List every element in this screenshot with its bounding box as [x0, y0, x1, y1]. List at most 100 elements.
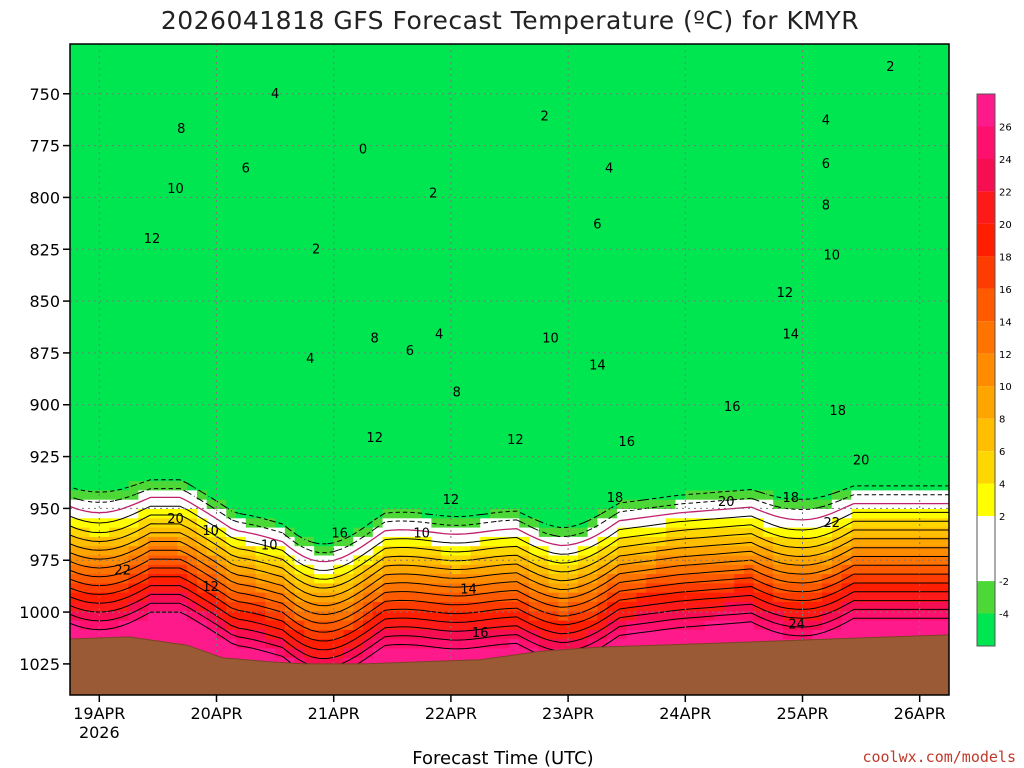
heatmap-cell	[275, 416, 286, 426]
heatmap-cell	[323, 611, 335, 622]
heatmap-cell	[470, 629, 481, 640]
heatmap-cell	[714, 620, 725, 631]
heatmap-cell	[499, 388, 511, 398]
heatmap-cell	[167, 230, 179, 240]
heatmap-cell	[656, 509, 667, 519]
heatmap-cell	[704, 388, 716, 398]
heatmap-cell	[353, 230, 364, 240]
heatmap-cell	[206, 174, 218, 185]
heatmap-cell	[548, 99, 559, 110]
heatmap-cell	[597, 267, 608, 278]
heatmap-cell	[411, 378, 423, 389]
heatmap-cell	[489, 416, 501, 426]
heatmap-cell	[421, 629, 432, 640]
heatmap-cell	[275, 471, 286, 482]
heatmap-cell	[157, 81, 169, 92]
heatmap-cell	[187, 518, 198, 529]
heatmap-cell	[382, 71, 393, 82]
heatmap-cell	[99, 416, 110, 426]
heatmap-cell	[382, 583, 393, 594]
heatmap-cell	[480, 583, 491, 594]
heatmap-cell	[206, 527, 218, 538]
heatmap-cell	[675, 90, 686, 101]
heatmap-cell	[402, 230, 413, 240]
heatmap-cell	[685, 285, 696, 296]
heatmap-cell	[743, 118, 755, 129]
heatmap-cell	[275, 62, 286, 73]
heatmap-cell	[489, 471, 501, 482]
heatmap-cell	[431, 564, 442, 575]
heatmap-cell	[226, 481, 237, 491]
heatmap-cell	[99, 443, 110, 454]
heatmap-cell	[99, 313, 110, 324]
heatmap-cell	[382, 536, 393, 547]
heatmap-cell	[206, 341, 218, 352]
heatmap-cell	[470, 192, 481, 203]
heatmap-cell	[626, 481, 638, 491]
heatmap-cell	[411, 71, 423, 82]
heatmap-cell	[157, 350, 169, 361]
heatmap-cell	[343, 629, 354, 640]
heatmap-cell	[470, 564, 481, 575]
heatmap-cell	[79, 583, 91, 594]
heatmap-cell	[714, 629, 725, 640]
heatmap-cell	[470, 211, 481, 222]
heatmap-cell	[499, 276, 511, 287]
heatmap-cell	[265, 462, 276, 473]
heatmap-cell	[626, 323, 638, 333]
heatmap-cell	[734, 443, 745, 454]
heatmap-cell	[470, 369, 481, 380]
heatmap-cell	[587, 257, 598, 268]
heatmap-cell	[675, 499, 686, 510]
heatmap-cell	[421, 583, 432, 594]
heatmap-cell	[587, 434, 598, 445]
heatmap-cell	[470, 295, 481, 305]
heatmap-cell	[558, 564, 569, 575]
heatmap-cell	[275, 592, 286, 603]
heatmap-cell	[245, 499, 257, 510]
heatmap-cell	[431, 239, 442, 250]
heatmap-cell	[714, 285, 725, 296]
heatmap-cell	[753, 602, 765, 612]
heatmap-cell	[685, 499, 696, 510]
heatmap-cell	[695, 174, 706, 185]
heatmap-cell	[568, 220, 579, 231]
heatmap-cell	[402, 313, 413, 324]
heatmap-cell	[656, 304, 667, 315]
heatmap-cell	[372, 174, 384, 185]
heatmap-cell	[421, 295, 432, 305]
heatmap-cell	[636, 341, 647, 352]
heatmap-cell	[70, 109, 81, 119]
heatmap-cell	[489, 332, 501, 343]
heatmap-cell	[245, 248, 257, 259]
heatmap-cell	[538, 434, 550, 445]
heatmap-cell	[255, 602, 266, 612]
heatmap-cell	[489, 220, 501, 231]
heatmap-cell	[656, 313, 667, 324]
heatmap-cell	[275, 546, 286, 557]
heatmap-cell	[245, 620, 257, 631]
heatmap-cell	[626, 174, 638, 185]
heatmap-cell	[616, 295, 628, 305]
heatmap-cell	[636, 220, 647, 231]
heatmap-cell	[109, 239, 120, 250]
heatmap-cell	[616, 462, 628, 473]
heatmap-cell	[695, 230, 706, 240]
heatmap-cell	[607, 155, 618, 166]
heatmap-cell	[597, 313, 608, 324]
heatmap-cell	[333, 509, 345, 519]
heatmap-cell	[538, 62, 550, 73]
heatmap-cell	[421, 555, 432, 566]
heatmap-cell	[382, 81, 393, 92]
heatmap-cell	[597, 211, 608, 222]
heatmap-cell	[236, 71, 247, 82]
heatmap-cell	[665, 211, 677, 222]
heatmap-cell	[626, 629, 638, 640]
heatmap-cell	[587, 109, 598, 119]
heatmap-cell	[529, 434, 540, 445]
heatmap-cell	[157, 155, 169, 166]
heatmap-cell	[70, 378, 81, 389]
heatmap-cell	[109, 499, 120, 510]
heatmap-cell	[695, 350, 706, 361]
heatmap-cell	[626, 62, 638, 73]
